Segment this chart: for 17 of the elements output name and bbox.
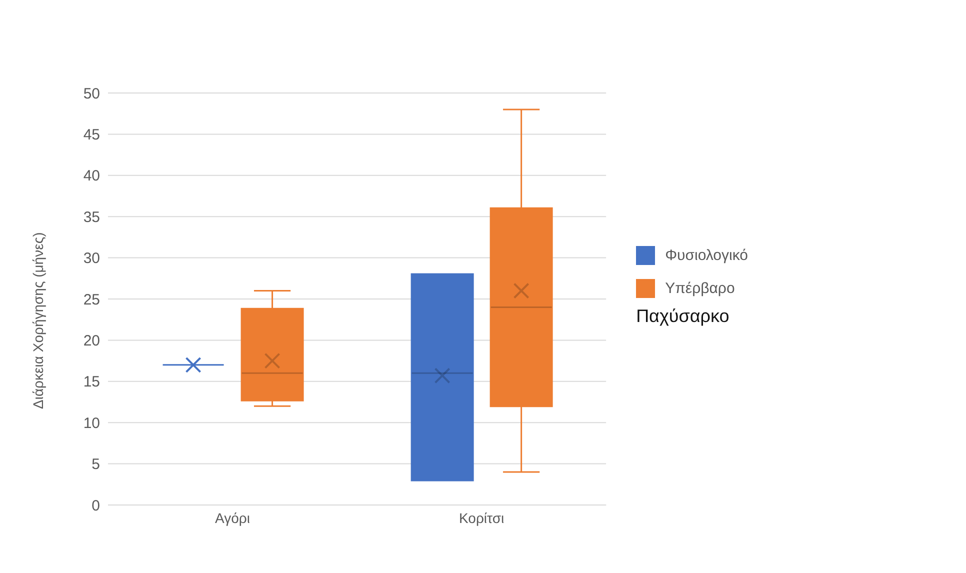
- y-tick-label: 40: [83, 168, 100, 185]
- legend-label: Φυσιολογικό: [665, 247, 748, 264]
- y-tick-label: 10: [83, 414, 100, 432]
- y-axis-title: Διάρκεια Χορήγησης (μήνες): [30, 232, 46, 409]
- y-tick-label: 25: [83, 291, 100, 308]
- y-tick-label: 5: [92, 456, 100, 474]
- y-tick-label: 50: [83, 85, 100, 102]
- y-tick-label: 45: [83, 126, 100, 144]
- y-tick-label: 15: [83, 374, 100, 391]
- legend-label: Υπέρβαρο: [665, 280, 735, 297]
- y-tick-label: 30: [83, 250, 100, 268]
- y-tick-label: 20: [83, 332, 100, 350]
- text: Παχύσαρκο: [636, 306, 730, 327]
- y-tick-label: 0: [92, 497, 100, 514]
- y-tick-label: 35: [83, 208, 100, 226]
- x-tick-label: Κορίτσι: [458, 510, 504, 526]
- x-tick-label: Αγόρι: [215, 510, 250, 526]
